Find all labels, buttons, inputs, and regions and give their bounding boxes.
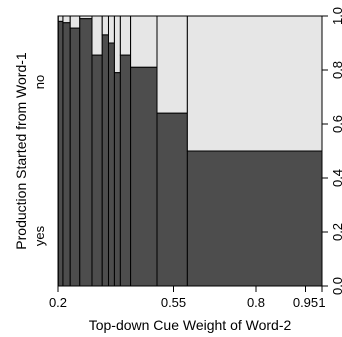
y-axis: 0.0 0.2 0.4 0.6 0.8 1.0 xyxy=(322,7,342,295)
bar-yes-segment xyxy=(113,72,121,287)
bar-yes-segment xyxy=(57,20,64,287)
y-tick-label: 0.0 xyxy=(330,277,342,295)
bar-no-segment xyxy=(113,15,121,74)
y-tick-label: 0.2 xyxy=(330,223,342,241)
plot-border xyxy=(57,15,323,287)
bar-yes-segment xyxy=(107,42,115,287)
y-axis-label: Production Started from Word-1 xyxy=(13,52,29,250)
y-tick-label: 1.0 xyxy=(330,7,342,25)
bar-no-segment xyxy=(156,15,188,114)
category-label-yes: yes xyxy=(32,225,47,246)
bar-no-segment xyxy=(130,15,158,68)
category-label-no: no xyxy=(32,75,47,89)
bar-no-segment xyxy=(101,15,109,36)
y-tick-label: 0.8 xyxy=(330,61,342,79)
bars-group xyxy=(57,15,323,287)
bar-no-segment xyxy=(69,15,81,29)
bar-yes-segment xyxy=(62,22,71,287)
bar-yes-segment xyxy=(69,27,81,287)
bar-yes-segment xyxy=(119,54,132,287)
bar-no-segment xyxy=(57,15,64,22)
x-axis-label: Top-down Cue Weight of Word-2 xyxy=(89,317,292,333)
bar-yes-segment xyxy=(186,150,323,287)
bar-no-segment xyxy=(186,15,323,152)
y-tick-label: 0.4 xyxy=(330,169,342,187)
bar-no-segment xyxy=(62,15,71,24)
y-tick-label: 0.6 xyxy=(330,115,342,133)
bar-no-segment xyxy=(119,15,132,56)
bar-yes-segment xyxy=(130,66,158,287)
bar-yes-segment xyxy=(79,18,93,287)
x-tick-label: 0.8 xyxy=(247,295,265,310)
bar-yes-segment xyxy=(156,112,188,287)
bar-no-segment xyxy=(91,15,103,56)
x-tick-label: 0.2 xyxy=(49,295,67,310)
bar-no-segment xyxy=(107,15,115,44)
x-tick-label: 0.55 xyxy=(161,295,186,310)
x-tick-label: 0.95 xyxy=(293,295,318,310)
x-tick-label: 1 xyxy=(318,295,325,310)
bar-yes-segment xyxy=(91,54,103,287)
bar-yes-segment xyxy=(101,34,109,287)
x-axis: 0.2 0.55 0.8 0.95 1 xyxy=(49,286,326,310)
